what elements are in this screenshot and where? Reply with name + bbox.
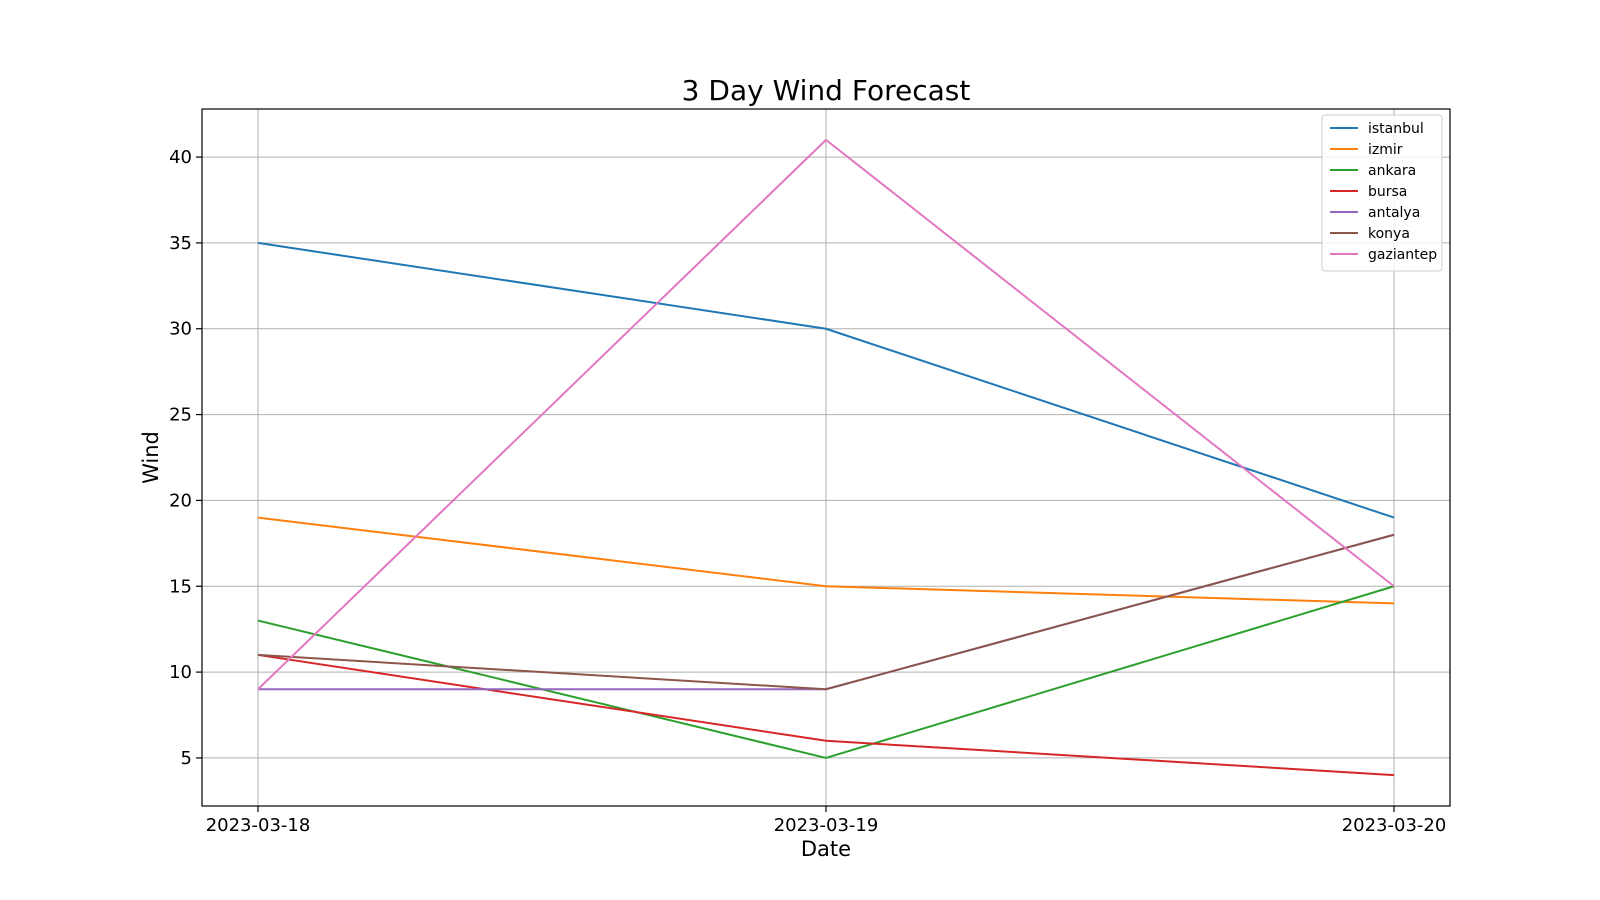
series-line-istanbul bbox=[257, 241, 1395, 519]
legend-label-antalya: antalya bbox=[1368, 205, 1420, 221]
y-tick-label: 20 bbox=[169, 490, 192, 511]
series-line-izmir bbox=[257, 516, 1395, 605]
y-tick-label: 10 bbox=[169, 662, 192, 683]
legend-label-izmir: izmir bbox=[1368, 142, 1403, 158]
legend-label-ankara: ankara bbox=[1368, 163, 1416, 179]
chart-title: 3 Day Wind Forecast bbox=[682, 74, 971, 107]
legend-label-gaziantep: gaziantep bbox=[1368, 247, 1437, 263]
series-line-gaziantep bbox=[257, 138, 1395, 690]
y-tick-label: 15 bbox=[169, 576, 192, 597]
legend-label-konya: konya bbox=[1368, 226, 1410, 242]
y-axis-label: Wind bbox=[139, 431, 163, 484]
y-tick-label: 40 bbox=[169, 147, 192, 168]
x-axis-label: Date bbox=[801, 837, 851, 861]
series-line-konya bbox=[257, 533, 1395, 691]
x-tick-label: 2023-03-18 bbox=[206, 815, 311, 836]
legend: istanbul izmir ankara bursa antalya konya gazi… bbox=[1321, 114, 1443, 272]
legend-label-istanbul: istanbul bbox=[1368, 121, 1424, 137]
series-lines bbox=[257, 138, 1395, 777]
grid-lines bbox=[202, 109, 1450, 806]
series-line-bursa bbox=[257, 653, 1395, 777]
y-tick-label: 5 bbox=[181, 748, 192, 769]
y-tick-label: 25 bbox=[169, 405, 192, 426]
legend-label-bursa: bursa bbox=[1368, 184, 1407, 200]
x-tick-label: 2023-03-20 bbox=[1342, 815, 1447, 836]
x-axis-ticks: 2023-03-18 2023-03-19 2023-03-20 bbox=[206, 806, 1447, 836]
y-tick-label: 30 bbox=[169, 319, 192, 340]
x-tick-label: 2023-03-19 bbox=[774, 815, 879, 836]
y-axis-ticks: 5 10 15 20 25 30 35 40 bbox=[169, 147, 202, 769]
y-tick-label: 35 bbox=[169, 233, 192, 254]
